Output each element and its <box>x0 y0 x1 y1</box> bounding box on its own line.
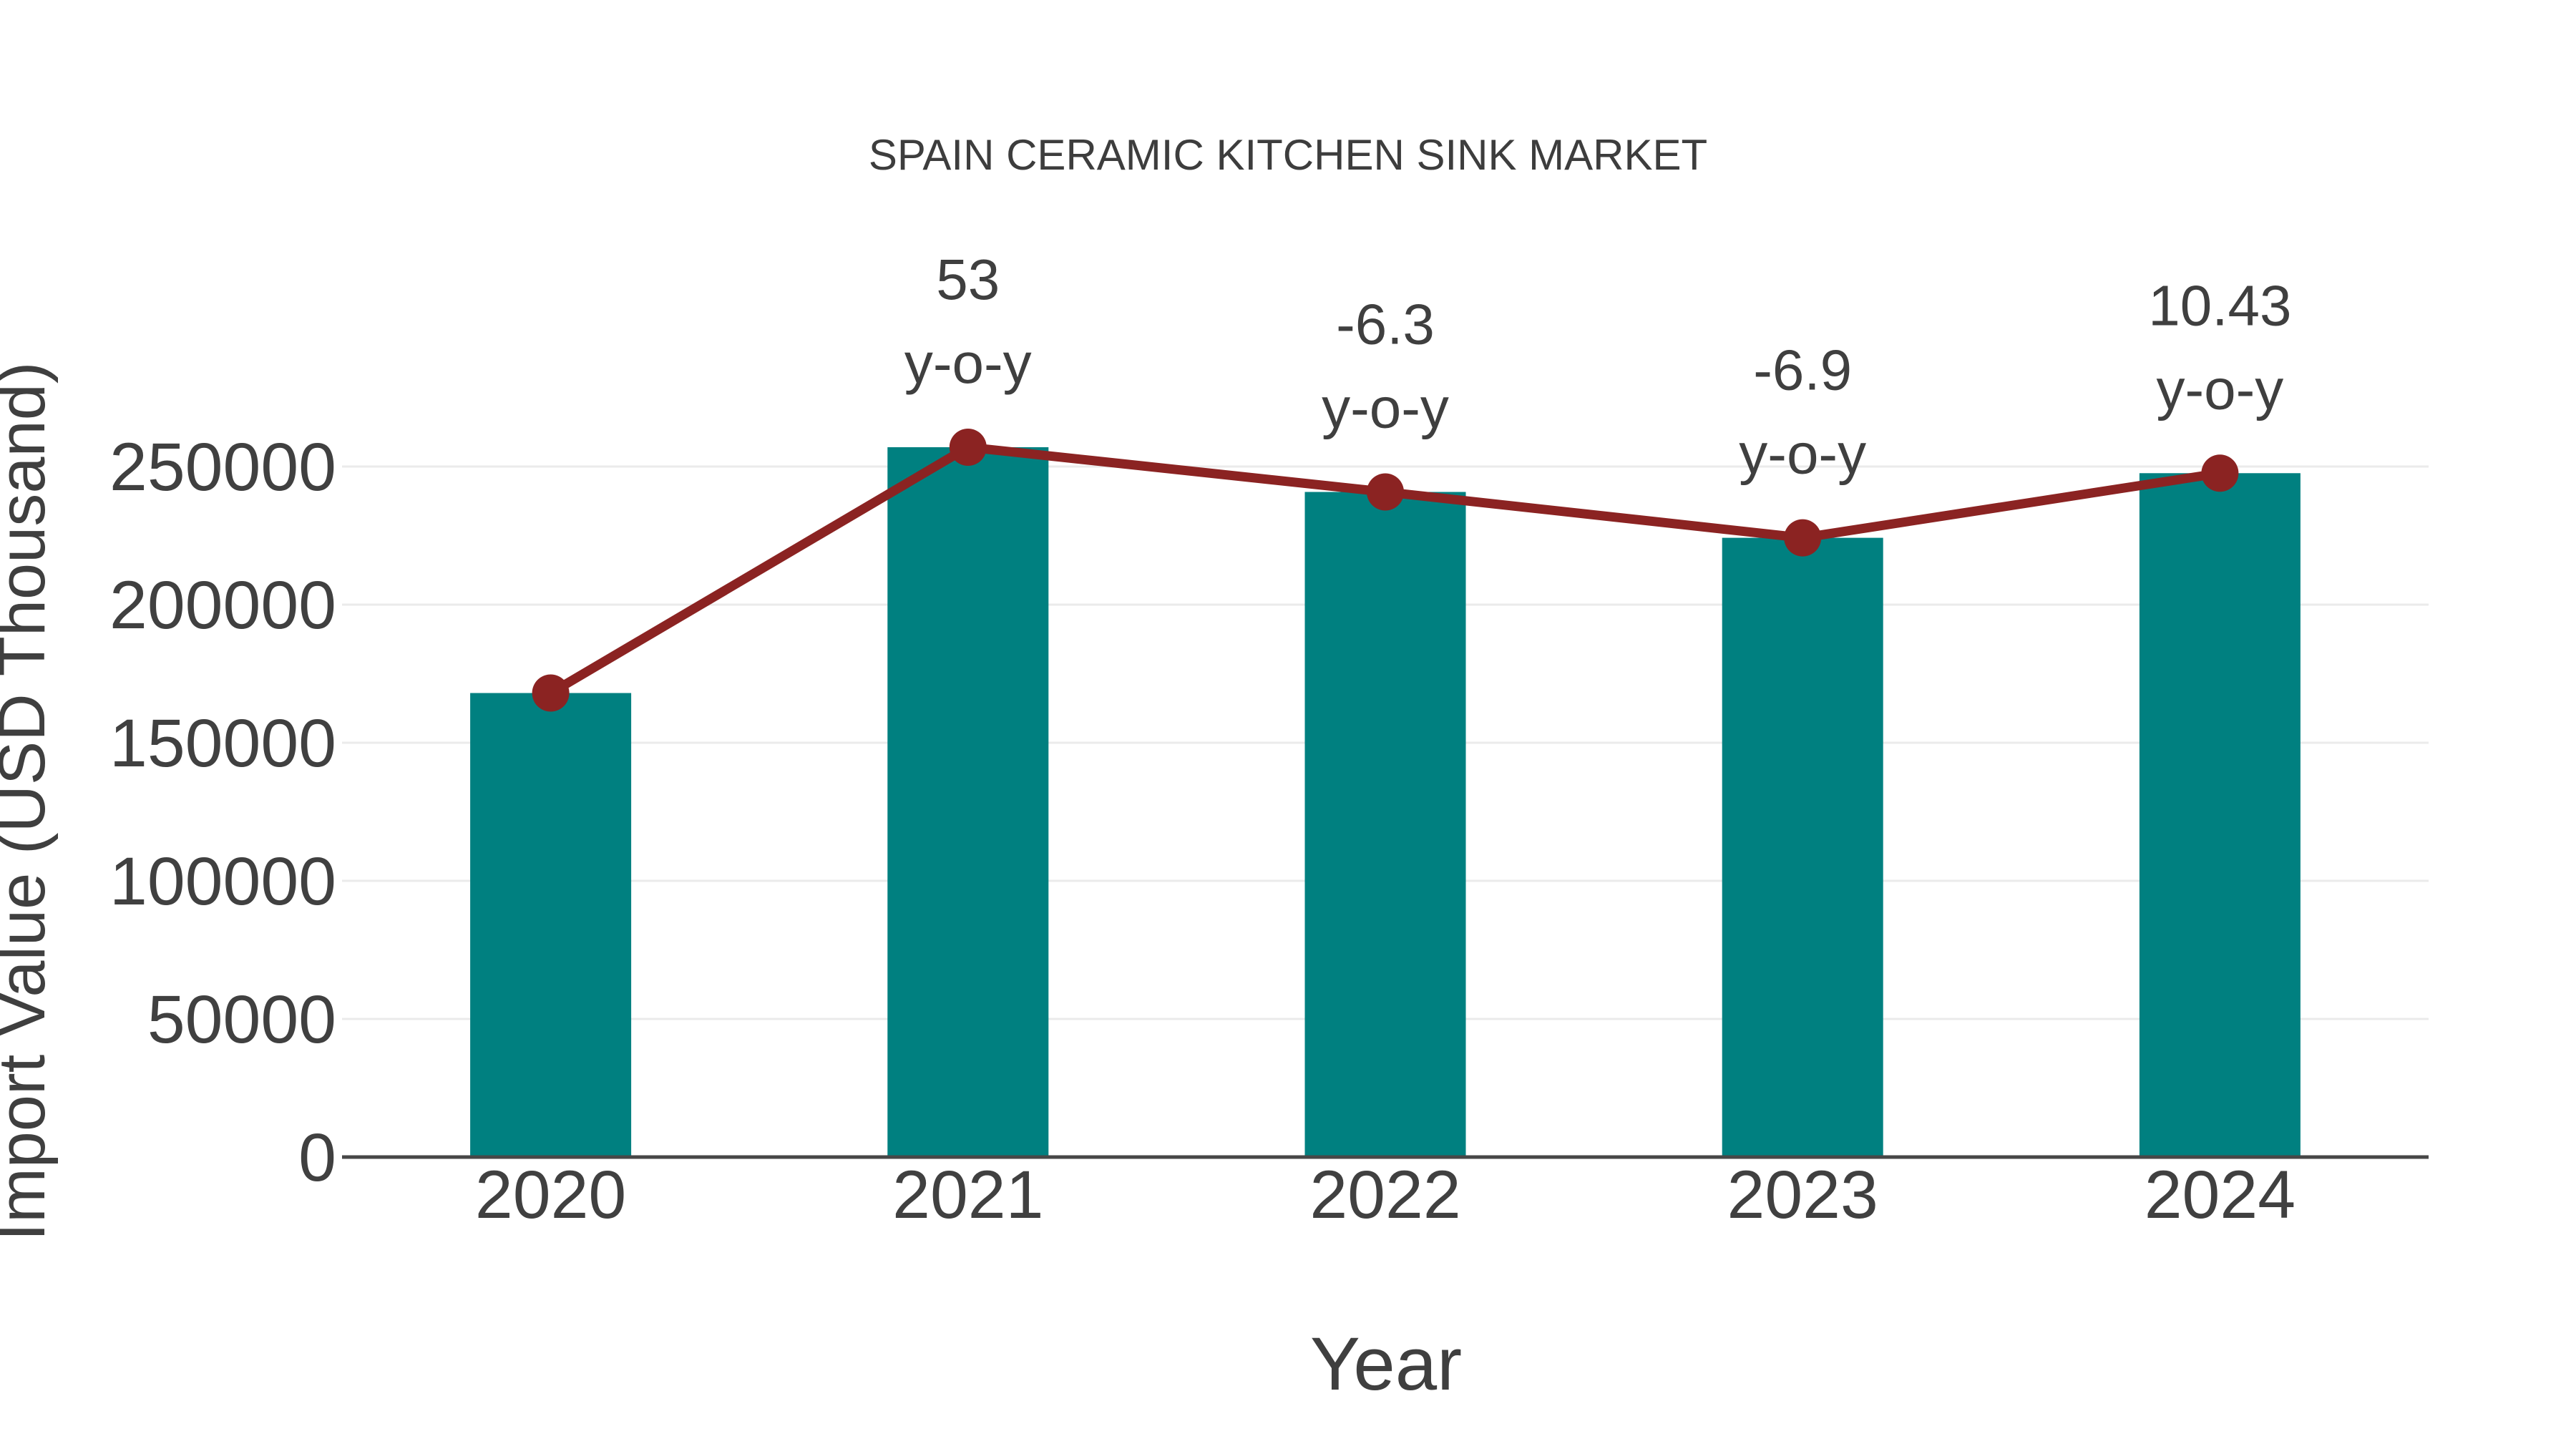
annotation-suffix-2022: y-o-y <box>1322 376 1449 440</box>
marker-2024 <box>2201 454 2239 492</box>
bar-2022 <box>1304 492 1466 1157</box>
annotation-value-2023: -6.9 <box>1753 338 1852 402</box>
x-tick-label-2020: 2020 <box>475 1157 626 1233</box>
annotation-suffix-2021: y-o-y <box>904 331 1032 395</box>
marker-2022 <box>1367 473 1404 511</box>
bar-2021 <box>887 447 1049 1157</box>
annotation-suffix-2024: y-o-y <box>2157 357 2284 421</box>
x-tick-label-2023: 2023 <box>1727 1157 1878 1233</box>
marker-2020 <box>532 674 570 712</box>
x-tick-label-2022: 2022 <box>1309 1157 1460 1233</box>
y-tick-label-200000: 200000 <box>109 567 336 643</box>
annotation-value-2024: 10.43 <box>2148 273 2291 337</box>
marker-2021 <box>949 428 987 466</box>
bar-2020 <box>470 693 632 1157</box>
y-axis-title: Import Value (USD Thousand) <box>0 362 59 1241</box>
x-tick-label-2021: 2021 <box>892 1157 1043 1233</box>
x-tick-label-2024: 2024 <box>2145 1157 2296 1233</box>
y-tick-label-150000: 150000 <box>109 706 336 781</box>
bar-2023 <box>1722 537 1883 1157</box>
annotation-suffix-2023: y-o-y <box>1739 422 1866 486</box>
y-tick-label-250000: 250000 <box>109 429 336 505</box>
marker-2023 <box>1784 519 1822 557</box>
y-tick-label-50000: 50000 <box>147 982 336 1058</box>
bar-2024 <box>2139 473 2301 1157</box>
y-tick-label-0: 0 <box>298 1120 336 1196</box>
annotation-value-2022: -6.3 <box>1336 293 1435 356</box>
x-axis-title: Year <box>1310 1322 1462 1406</box>
y-tick-label-100000: 100000 <box>109 844 336 919</box>
annotation-value-2021: 53 <box>936 248 1000 311</box>
plot-area: 0 50000 100000 150000 200000 250000 2020 2021 20… <box>109 248 2429 1233</box>
chart-title: SPAIN CERAMIC KITCHEN SINK MARKET <box>869 131 1707 179</box>
